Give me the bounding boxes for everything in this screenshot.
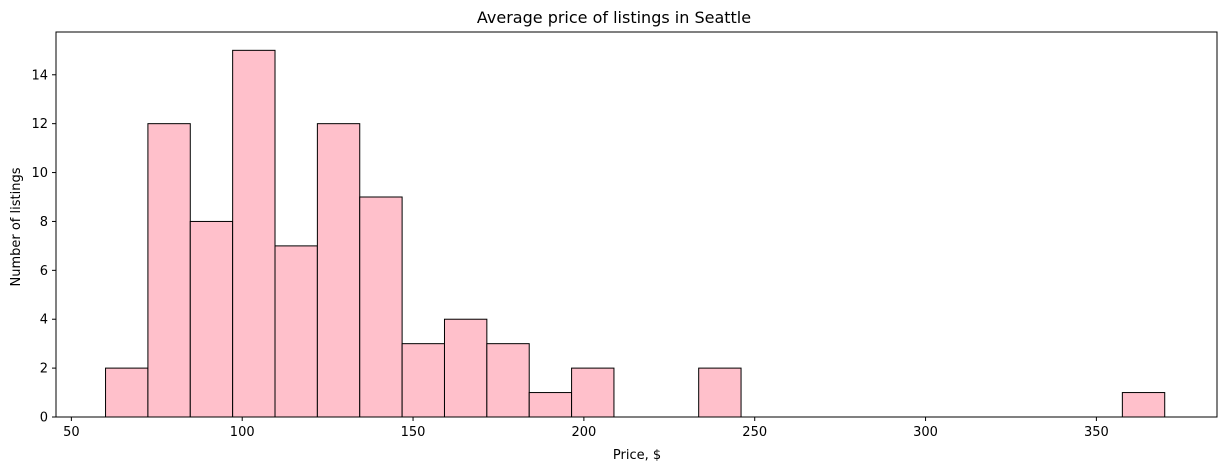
y-tick-label: 8 xyxy=(40,215,48,230)
y-tick-label: 14 xyxy=(31,68,48,83)
y-tick-label: 6 xyxy=(40,264,48,279)
y-axis-label: Number of listings xyxy=(9,167,24,286)
x-tick-label: 100 xyxy=(230,425,255,440)
x-tick-label: 300 xyxy=(913,425,938,440)
histogram-bar-9 xyxy=(486,343,530,418)
x-axis-label: Price, $ xyxy=(613,448,661,463)
plot-frame xyxy=(55,31,1218,418)
histogram-bar-4 xyxy=(274,245,318,418)
histogram-bar-11 xyxy=(571,367,615,418)
y-tick-label: 12 xyxy=(31,117,48,132)
x-tick-label: 250 xyxy=(742,425,767,440)
histogram-bar-10 xyxy=(528,392,573,418)
chart-title: Average price of listings in Seattle xyxy=(477,8,751,27)
histogram-bar-0 xyxy=(105,367,149,418)
y-tick-label: 0 xyxy=(40,411,48,426)
x-tick-label: 350 xyxy=(1084,425,1109,440)
histogram-bar-8 xyxy=(443,318,488,418)
x-tick-label: 50 xyxy=(63,425,80,440)
histogram-bar-14 xyxy=(698,367,742,418)
histogram-bar-5 xyxy=(316,123,361,418)
histogram-bar-7 xyxy=(401,343,445,418)
y-tick-label: 4 xyxy=(40,313,48,328)
bars-group xyxy=(105,49,1166,418)
x-axis-ticks: 50 100 150 200 250 300 350 xyxy=(63,417,1109,440)
histogram-bar-1 xyxy=(147,123,191,418)
y-axis-ticks: 0 2 4 6 8 10 12 14 xyxy=(31,68,56,426)
histogram-bar-6 xyxy=(359,196,403,418)
y-tick-label: 10 xyxy=(31,166,48,181)
histogram-bar-3 xyxy=(232,49,276,418)
histogram-bar-24 xyxy=(1121,392,1166,418)
histogram-bar-2 xyxy=(189,220,234,418)
y-tick-label: 2 xyxy=(40,362,48,377)
x-tick-label: 200 xyxy=(571,425,596,440)
x-tick-label: 150 xyxy=(401,425,426,440)
